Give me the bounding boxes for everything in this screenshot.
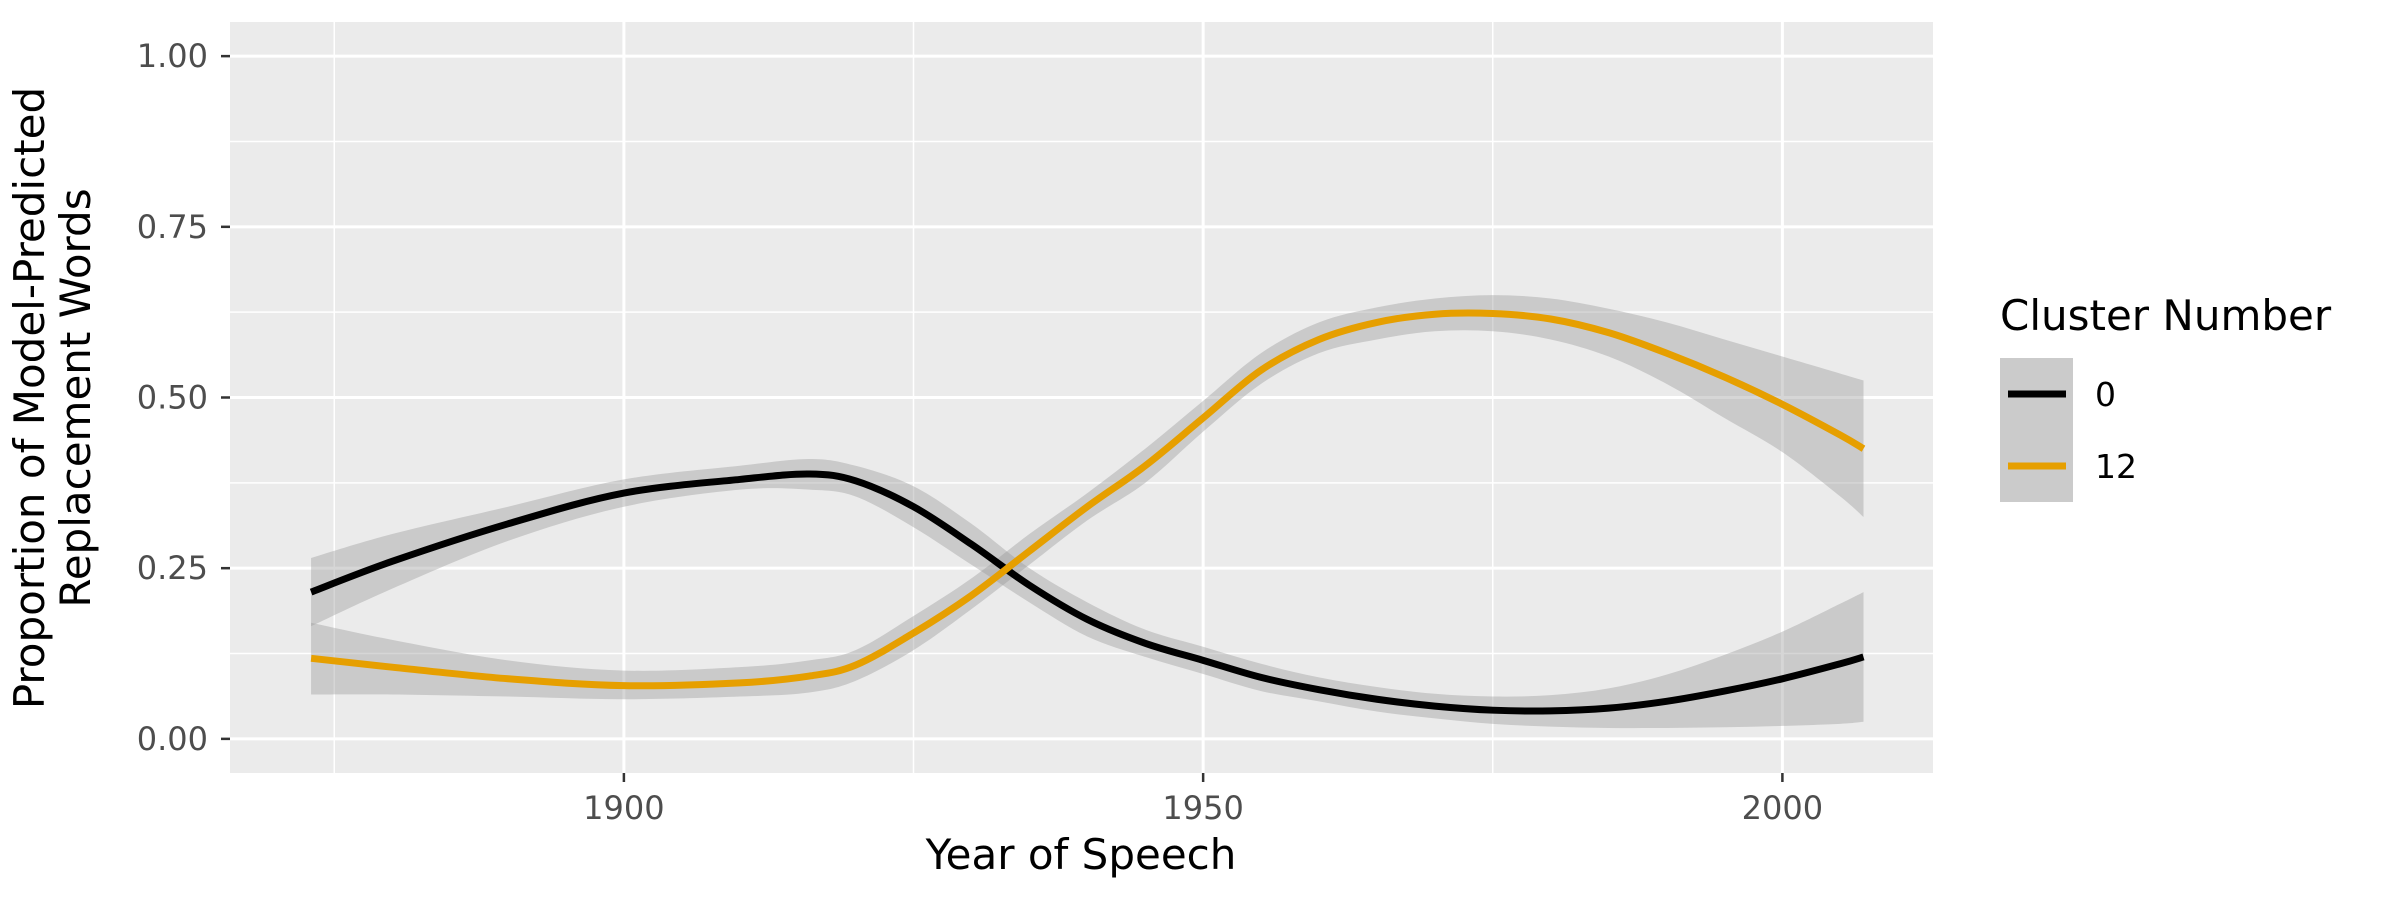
legend-title: Cluster Number <box>2000 291 2332 340</box>
confidence-bands <box>311 295 1864 729</box>
series-line-0 <box>309 470 1865 715</box>
legend: Cluster Number 0 12 <box>2000 291 2332 502</box>
y-axis-title-line-1: Proportion of Model-Predicted <box>5 87 54 709</box>
legend-label-0: 0 <box>2095 375 2116 414</box>
y-tick-label-1.00: 1.00 <box>137 37 208 75</box>
x-axis-title: Year of Speech <box>925 830 1237 879</box>
x-tick-label-2000: 2000 <box>1742 789 1823 827</box>
series-line-12 <box>310 309 1866 690</box>
y-tick-label-0.50: 0.50 <box>137 379 208 417</box>
legend-label-12: 12 <box>2095 447 2137 486</box>
grid-major <box>230 22 1933 773</box>
x-axis: 1900 1950 2000 <box>583 773 1823 827</box>
series-lines <box>309 309 1866 715</box>
y-axis-title-line-2: Replacement Words <box>51 188 100 607</box>
y-axis-title: Proportion of Model-Predicted Replacemen… <box>5 87 100 709</box>
confidence-band-12 <box>311 295 1864 700</box>
y-tick-label-0.25: 0.25 <box>137 549 208 587</box>
x-tick-label-1950: 1950 <box>1162 789 1243 827</box>
y-tick-label-0.00: 0.00 <box>137 720 208 758</box>
confidence-band-0 <box>311 458 1864 729</box>
y-axis: 0.00 0.25 0.50 0.75 1.00 <box>137 37 230 758</box>
y-tick-label-0.75: 0.75 <box>137 208 208 246</box>
x-tick-label-1900: 1900 <box>583 789 664 827</box>
